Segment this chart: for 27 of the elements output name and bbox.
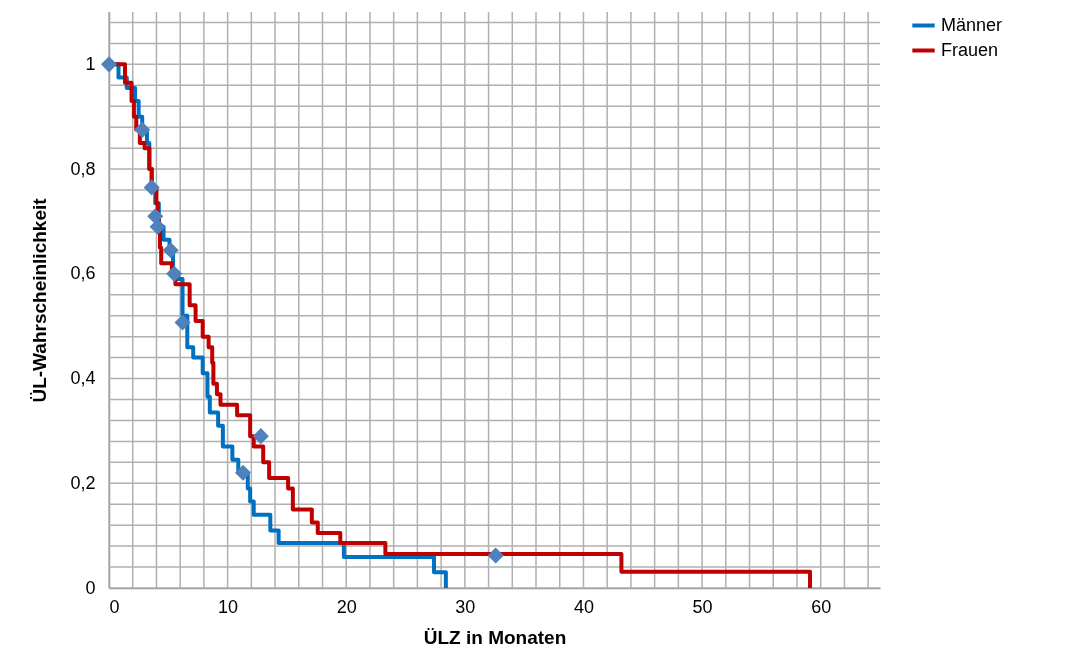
x-tick-label: 40 bbox=[573, 596, 594, 617]
point bbox=[149, 218, 166, 235]
point bbox=[162, 242, 179, 259]
point bbox=[100, 56, 118, 73]
legend-label: Frauen bbox=[941, 39, 999, 60]
point bbox=[174, 314, 191, 331]
point bbox=[252, 428, 269, 445]
x-tick-label: 50 bbox=[692, 596, 713, 617]
x-tick-label: 20 bbox=[336, 596, 357, 617]
point bbox=[143, 179, 160, 196]
point bbox=[487, 547, 504, 564]
x-tick-label: 60 bbox=[811, 596, 832, 617]
x-tick-label: 0 bbox=[109, 596, 120, 617]
x-tick-label: 10 bbox=[218, 596, 239, 617]
point bbox=[134, 121, 151, 138]
point bbox=[234, 464, 252, 481]
y-tick-label: 0,8 bbox=[70, 158, 96, 179]
legend-label: Männer bbox=[941, 14, 1003, 35]
y-tick-label: 1 bbox=[85, 53, 96, 74]
y-tick-label: 0,6 bbox=[70, 263, 96, 284]
y-tick-label: 0,4 bbox=[70, 368, 96, 389]
y-tick-label: 0,2 bbox=[70, 472, 96, 493]
x-axis-title: ÜLZ in Monaten bbox=[423, 626, 567, 648]
y-axis-title: ÜL-Wahrscheinlichkeit bbox=[29, 197, 51, 403]
y-tick-label: 0 bbox=[85, 577, 96, 598]
x-tick-label: 30 bbox=[455, 596, 476, 617]
point bbox=[166, 265, 183, 282]
